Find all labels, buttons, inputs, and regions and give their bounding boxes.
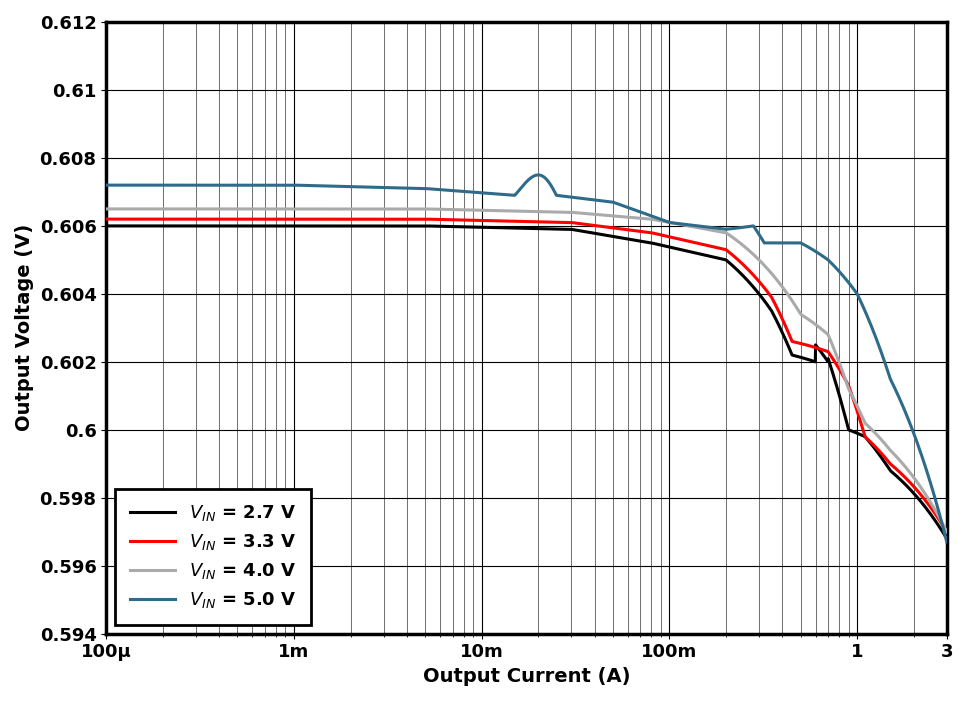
$V_{IN}$ = 3.3 V [833,366,845,374]
$V_{IN}$ = 4.0 V [423,205,435,213]
Line: $V_{IN}$ = 5.0 V: $V_{IN}$ = 5.0 V [106,175,947,542]
$V_{IN}$ = 4.0 V [246,205,257,213]
Y-axis label: Output Voltage (V): Output Voltage (V) [15,224,34,432]
$V_{IN}$ = 3.3 V [101,215,112,224]
$V_{IN}$ = 5.0 V [924,479,936,487]
$V_{IN}$ = 4.0 V [833,360,845,368]
$V_{IN}$ = 5.0 V [197,181,208,189]
$V_{IN}$ = 4.0 V [197,205,208,213]
$V_{IN}$ = 2.7 V [246,222,257,230]
$V_{IN}$ = 5.0 V [246,181,257,189]
$V_{IN}$ = 4.0 V [101,205,112,213]
$V_{IN}$ = 3.3 V [459,216,470,224]
$V_{IN}$ = 2.7 V [833,393,845,401]
Line: $V_{IN}$ = 3.3 V: $V_{IN}$ = 3.3 V [106,219,947,532]
$V_{IN}$ = 2.7 V [423,222,435,230]
$V_{IN}$ = 5.0 V [941,538,953,546]
$V_{IN}$ = 2.7 V [101,222,112,230]
$V_{IN}$ = 3.3 V [423,215,435,224]
$V_{IN}$ = 5.0 V [459,187,470,196]
X-axis label: Output Current (A): Output Current (A) [423,667,630,686]
$V_{IN}$ = 2.7 V [924,510,936,518]
Line: $V_{IN}$ = 2.7 V: $V_{IN}$ = 2.7 V [106,226,947,538]
$V_{IN}$ = 5.0 V [532,171,544,179]
$V_{IN}$ = 2.7 V [941,534,953,543]
$V_{IN}$ = 3.3 V [924,503,936,511]
$V_{IN}$ = 4.0 V [459,205,470,214]
$V_{IN}$ = 4.0 V [924,498,936,506]
$V_{IN}$ = 3.3 V [941,528,953,536]
$V_{IN}$ = 3.3 V [197,215,208,224]
$V_{IN}$ = 5.0 V [834,268,846,276]
$V_{IN}$ = 4.0 V [941,528,953,536]
$V_{IN}$ = 2.7 V [459,223,470,231]
$V_{IN}$ = 5.0 V [101,181,112,189]
$V_{IN}$ = 5.0 V [423,184,435,193]
Legend: $V_{IN}$ = 2.7 V, $V_{IN}$ = 3.3 V, $V_{IN}$ = 4.0 V, $V_{IN}$ = 5.0 V: $V_{IN}$ = 2.7 V, $V_{IN}$ = 3.3 V, $V_{… [115,489,312,625]
$V_{IN}$ = 2.7 V [197,222,208,230]
$V_{IN}$ = 3.3 V [246,215,257,224]
Line: $V_{IN}$ = 4.0 V: $V_{IN}$ = 4.0 V [106,209,947,532]
